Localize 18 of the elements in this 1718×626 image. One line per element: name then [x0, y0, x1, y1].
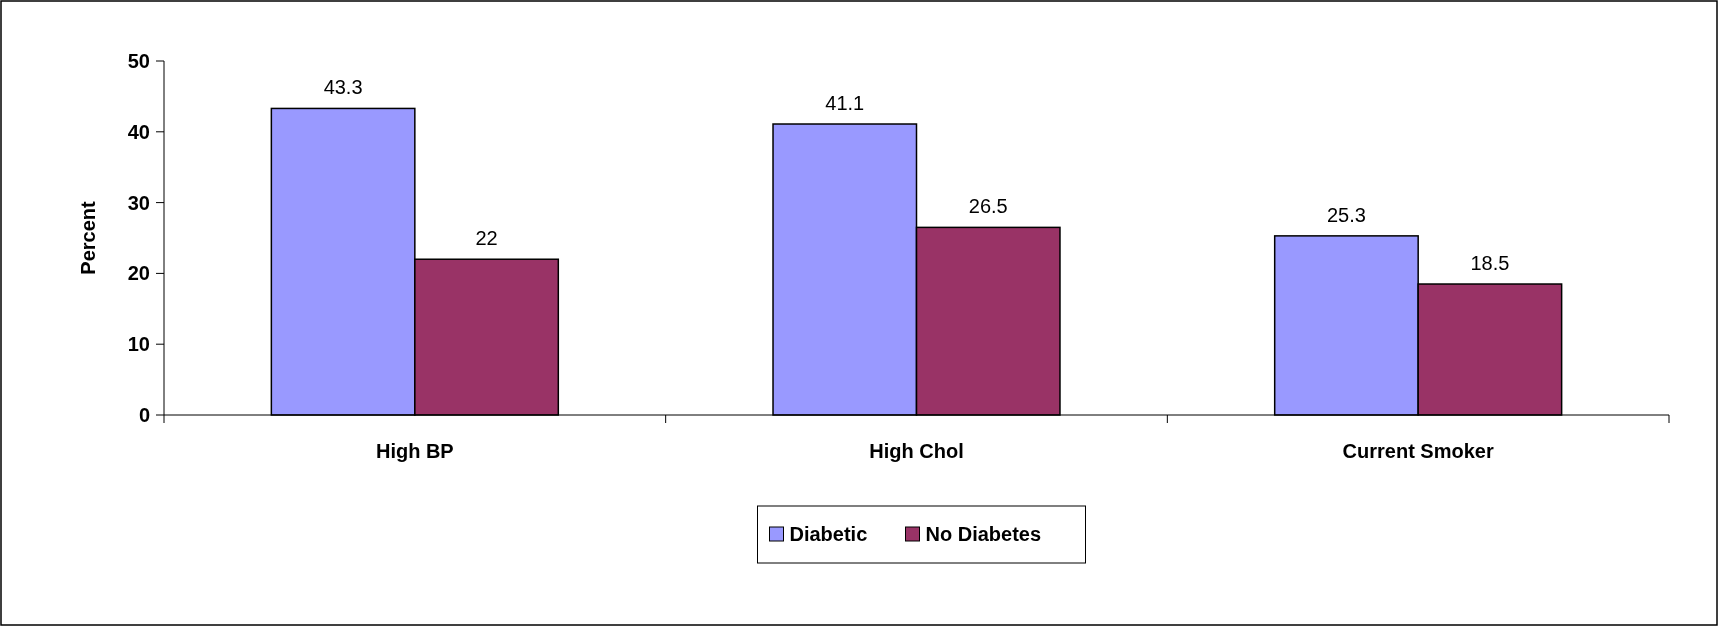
- data-label: 41.1: [825, 92, 865, 115]
- y-axis-title: Percent: [77, 200, 99, 275]
- data-label: 43.3: [323, 76, 363, 99]
- data-label: 25.3: [1326, 203, 1366, 226]
- y-tick-label: 50: [127, 50, 150, 72]
- y-tick-label: 10: [127, 333, 150, 356]
- x-tick-label: Current Smoker: [1342, 440, 1494, 462]
- y-tick-label: 30: [127, 191, 150, 214]
- data-label: 22: [475, 227, 498, 250]
- x-tick-label: High BP: [375, 440, 454, 462]
- y-tick-label: 20: [127, 262, 150, 285]
- legend-label: No Diabetes: [925, 523, 1042, 545]
- y-tick-label: 0: [138, 404, 150, 426]
- y-tick-label: 40: [127, 120, 150, 143]
- legend-label: Diabetic: [789, 523, 868, 545]
- x-tick-label: High Chol: [869, 440, 964, 462]
- data-label: 18.5: [1470, 252, 1510, 275]
- data-label: 26.5: [968, 195, 1008, 218]
